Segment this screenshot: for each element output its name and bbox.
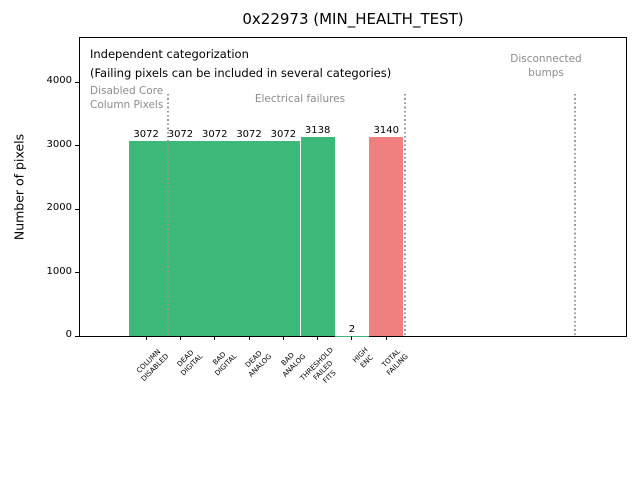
bar-value-label: 3140 (373, 124, 399, 136)
section-separator (167, 94, 169, 336)
bar-value-label: 2 (348, 323, 356, 335)
y-tick-mark (75, 208, 80, 210)
y-tick-label: 3000 (46, 138, 72, 150)
x-tick-mark (248, 336, 250, 340)
plot-area: 0 1000 2000 3000 4000 3072 COLUMN DISABLED 3072… (47, 37, 627, 385)
bar-dead-digital (163, 140, 198, 336)
x-tick-mark (317, 336, 319, 340)
y-tick-mark (75, 145, 80, 146)
x-tick-mark (282, 336, 284, 340)
section-separator (574, 94, 576, 336)
bar-bad-analog (266, 140, 301, 336)
bar-dead-analog (231, 140, 267, 336)
independent-note: Independent categorization (90, 47, 249, 61)
y-tick-label: 4000 (46, 75, 72, 86)
x-tick-mark (351, 336, 353, 340)
multi-category-note: (Failing pixels can be included in sever… (90, 66, 392, 80)
section-disconnected: Disconnected bumps (510, 53, 582, 79)
y-tick-label: 0 (65, 329, 72, 340)
x-tick-mark (179, 336, 181, 340)
x-tick-mark (214, 336, 216, 340)
x-tick-label-dead-digital: DEAD DIGITAL (175, 348, 205, 378)
x-tick-label-dead-analog: DEAD ANALOG (243, 349, 274, 379)
y-tick-label: 2000 (46, 202, 72, 213)
x-tick-mark (385, 336, 387, 340)
y-axis-label: Number of pixels (11, 133, 27, 241)
y-tick-mark (75, 81, 80, 83)
x-tick-label-total-failing: TOTAL FAILING (380, 347, 411, 378)
bar-value-label: 3072 (236, 128, 262, 140)
bar-bad-digital (197, 140, 232, 336)
x-tick-label-column-disabled: COLUMN DISABLED (134, 347, 171, 384)
x-tick-label-threshold-failed-fits: THRESHOLD FAILED FITS (299, 346, 339, 386)
bar-value-label: 3072 (167, 128, 194, 140)
bar-total-failing (369, 136, 404, 336)
x-tick-label-high-enc: HIGH ENC (351, 346, 375, 370)
x-tick-label-bad-digital: BAD DIGITAL (211, 350, 239, 378)
bar-value-label: 3072 (202, 128, 228, 140)
y-tick-mark (75, 335, 80, 337)
section-disabled-core: Disabled Core Column Pixels (90, 85, 164, 111)
y-tick-label: 1000 (46, 265, 72, 277)
bar-threshold-failed-fits (300, 136, 335, 336)
section-separator (404, 94, 406, 336)
bar-column-disabled (129, 140, 164, 336)
chart-title: 0x22973 (MIN_HEALTH_TEST) (242, 10, 464, 28)
bar-value-label: 3072 (270, 128, 297, 140)
bar-value-label: 3072 (133, 128, 159, 140)
x-tick-mark (145, 336, 147, 340)
section-electrical: Electrical failures (254, 93, 346, 105)
y-tick-mark (75, 272, 80, 273)
bar-value-label: 3138 (304, 124, 331, 136)
